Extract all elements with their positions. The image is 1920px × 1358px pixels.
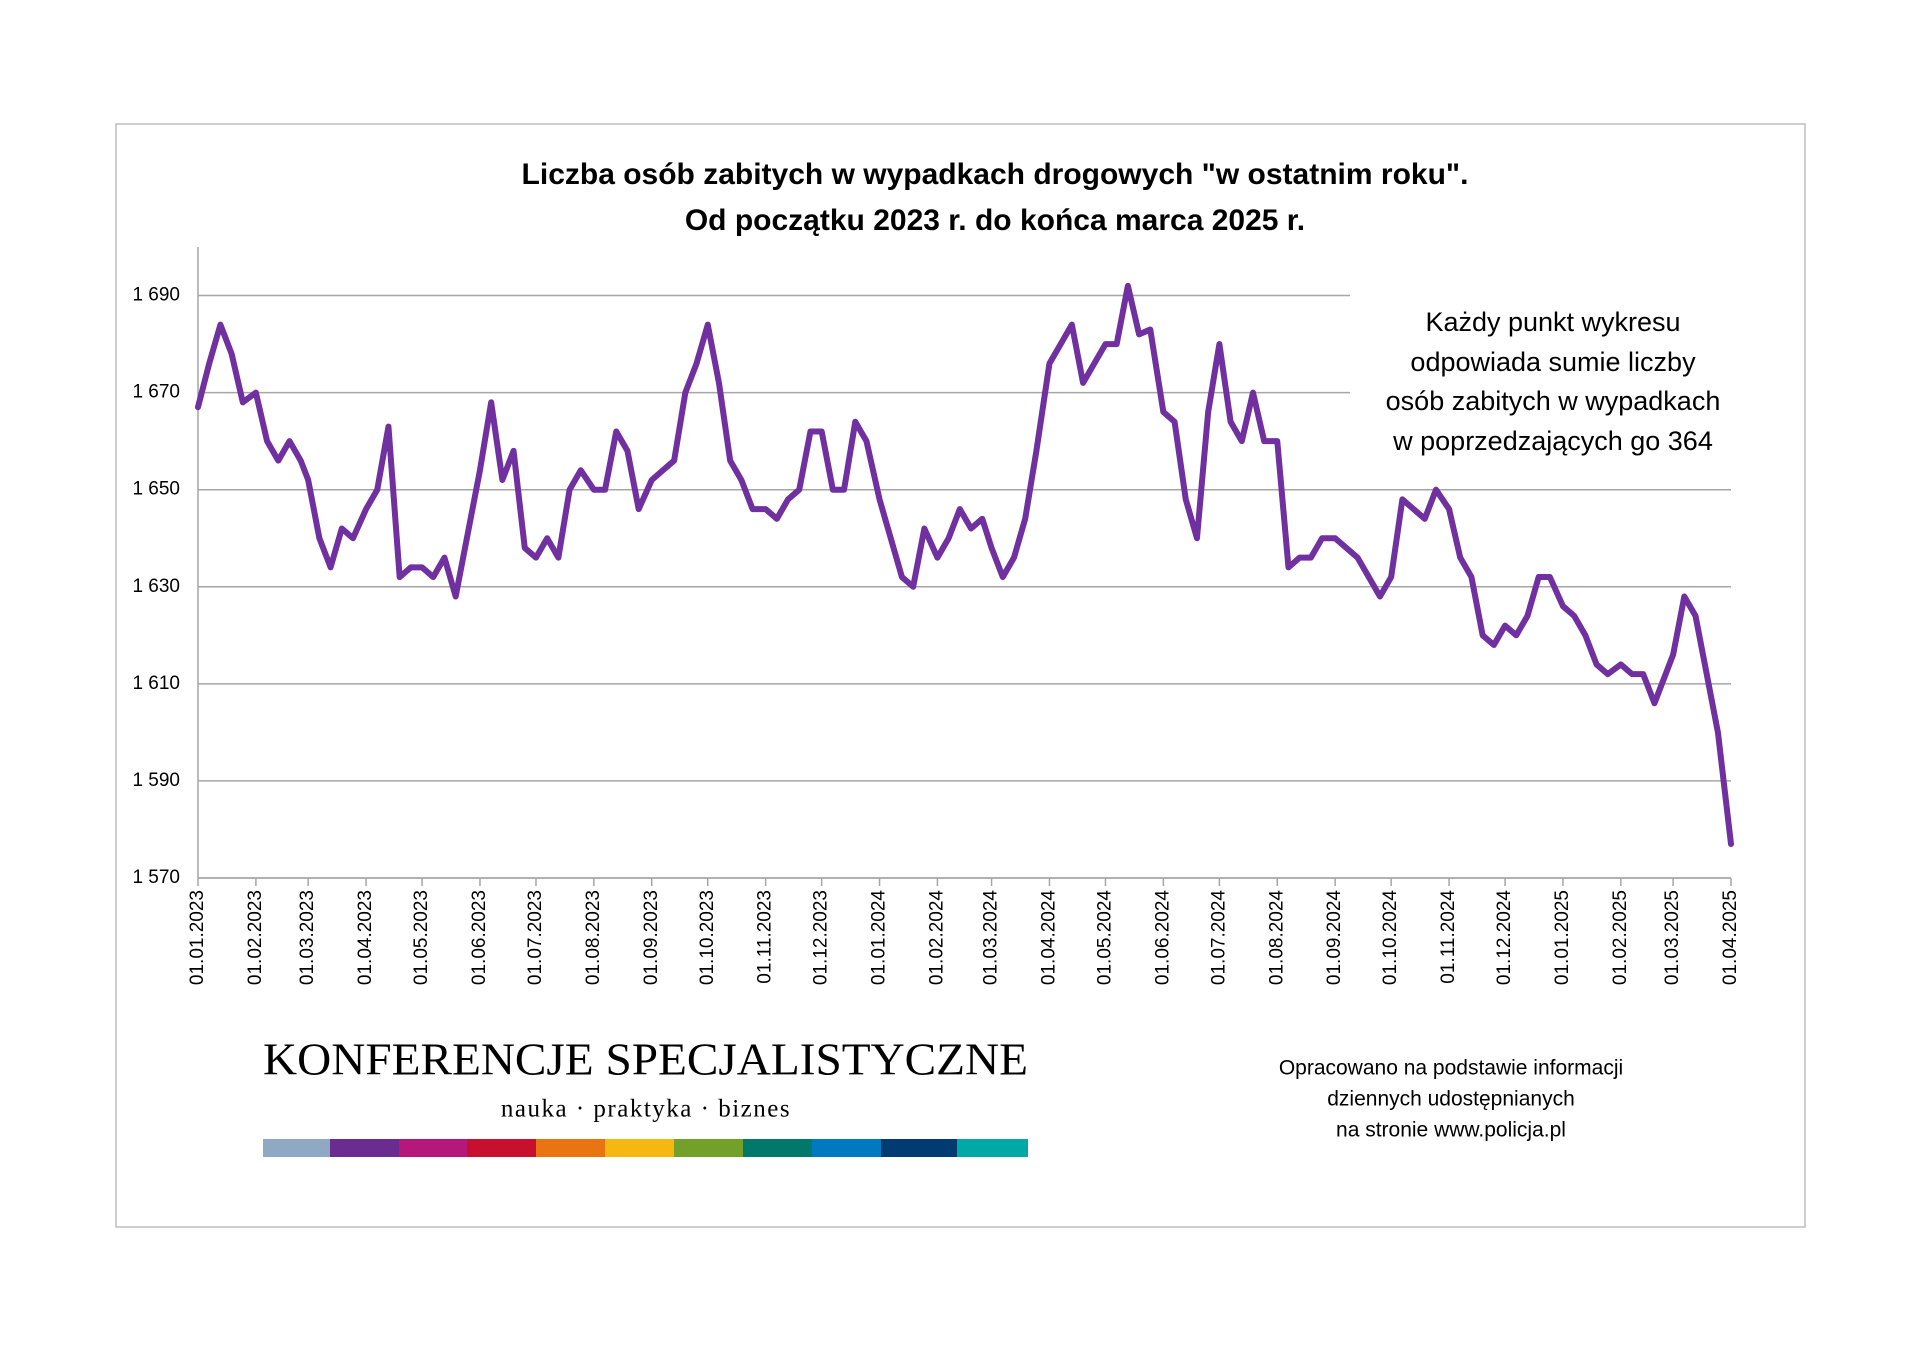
x-tick-label: 01.04.2025 (1720, 890, 1741, 985)
x-tick-label: 01.11.2023 (755, 890, 776, 984)
x-tick-label: 01.12.2024 (1494, 890, 1515, 986)
x-tick-label: 01.03.2024 (981, 890, 1002, 986)
annotation: w poprzedzających go 364 (1392, 426, 1713, 456)
x-tick-label: 01.05.2023 (411, 890, 432, 985)
color-segment (330, 1139, 400, 1157)
source-note: Opracowano na podstawie informacji (1279, 1057, 1623, 1080)
x-tick-label: 01.06.2024 (1152, 890, 1173, 986)
x-tick-label: 01.02.2024 (926, 890, 947, 986)
color-segment (674, 1139, 744, 1157)
y-tick-label: 1 690 (132, 285, 180, 306)
x-tick-label: 01.05.2024 (1094, 890, 1115, 986)
x-tick-label: 01.07.2024 (1208, 890, 1229, 986)
y-tick-label: 1 590 (132, 770, 180, 791)
x-tick-label: 01.01.2024 (869, 890, 890, 986)
color-segment (743, 1139, 813, 1157)
x-tick-label: 01.02.2023 (245, 890, 266, 985)
annotation: osób zabitych w wypadkach (1386, 386, 1721, 416)
source-note: dziennych udostępnianych (1327, 1088, 1575, 1111)
y-tick-label: 1 630 (132, 576, 180, 597)
chart-title: Liczba osób zabitych w wypadkach drogowy… (522, 158, 1469, 191)
color-segment (399, 1139, 468, 1157)
x-tick-label: 01.08.2023 (583, 890, 604, 985)
y-tick-label: 1 610 (132, 673, 180, 694)
x-tick-label: 01.12.2023 (811, 890, 832, 985)
x-tick-label: 01.04.2023 (355, 890, 376, 985)
x-tick-label: 01.08.2024 (1266, 890, 1287, 986)
logo-tagline: nauka · praktyka · biznes (501, 1096, 791, 1123)
x-tick-label: 01.07.2023 (525, 890, 546, 985)
x-tick-label: 01.01.2023 (187, 890, 208, 985)
x-tick-label: 01.01.2025 (1552, 890, 1573, 985)
y-tick-label: 1 650 (132, 479, 180, 500)
logo-name: KONFERENCJE SPECJALISTYCZNE (263, 1034, 1028, 1084)
x-tick-label: 01.03.2023 (297, 890, 318, 985)
x-tick-label: 01.09.2024 (1324, 890, 1345, 986)
y-tick-label: 1 670 (132, 382, 180, 403)
x-tick-label: 01.02.2025 (1610, 890, 1631, 985)
x-tick-label: 01.11.2024 (1438, 890, 1459, 984)
chart-title: Od początku 2023 r. do końca marca 2025 … (685, 204, 1305, 237)
color-segment (536, 1139, 606, 1157)
x-tick-label: 01.10.2024 (1380, 890, 1401, 986)
data-line (195, 282, 1734, 848)
x-tick-label: 01.04.2024 (1038, 890, 1059, 986)
color-segment (881, 1139, 958, 1157)
color-segment (263, 1139, 331, 1157)
annotation: odpowiada sumie liczby (1410, 347, 1696, 377)
color-segment (957, 1139, 1028, 1157)
annotation-bg (1350, 285, 1770, 470)
x-tick-label: 01.09.2023 (641, 890, 662, 985)
x-tick-label: 01.10.2023 (697, 890, 718, 985)
source-note: na stronie www.policja.pl (1336, 1119, 1566, 1142)
y-tick-label: 1 570 (132, 867, 180, 888)
color-segment (812, 1139, 882, 1157)
x-tick-label: 01.03.2025 (1662, 890, 1683, 985)
annotation: Każdy punkt wykresu (1425, 307, 1680, 337)
x-tick-label: 01.06.2023 (469, 890, 490, 985)
logo-color-bar (263, 1139, 1028, 1157)
color-segment (467, 1139, 537, 1157)
color-segment (605, 1139, 675, 1157)
